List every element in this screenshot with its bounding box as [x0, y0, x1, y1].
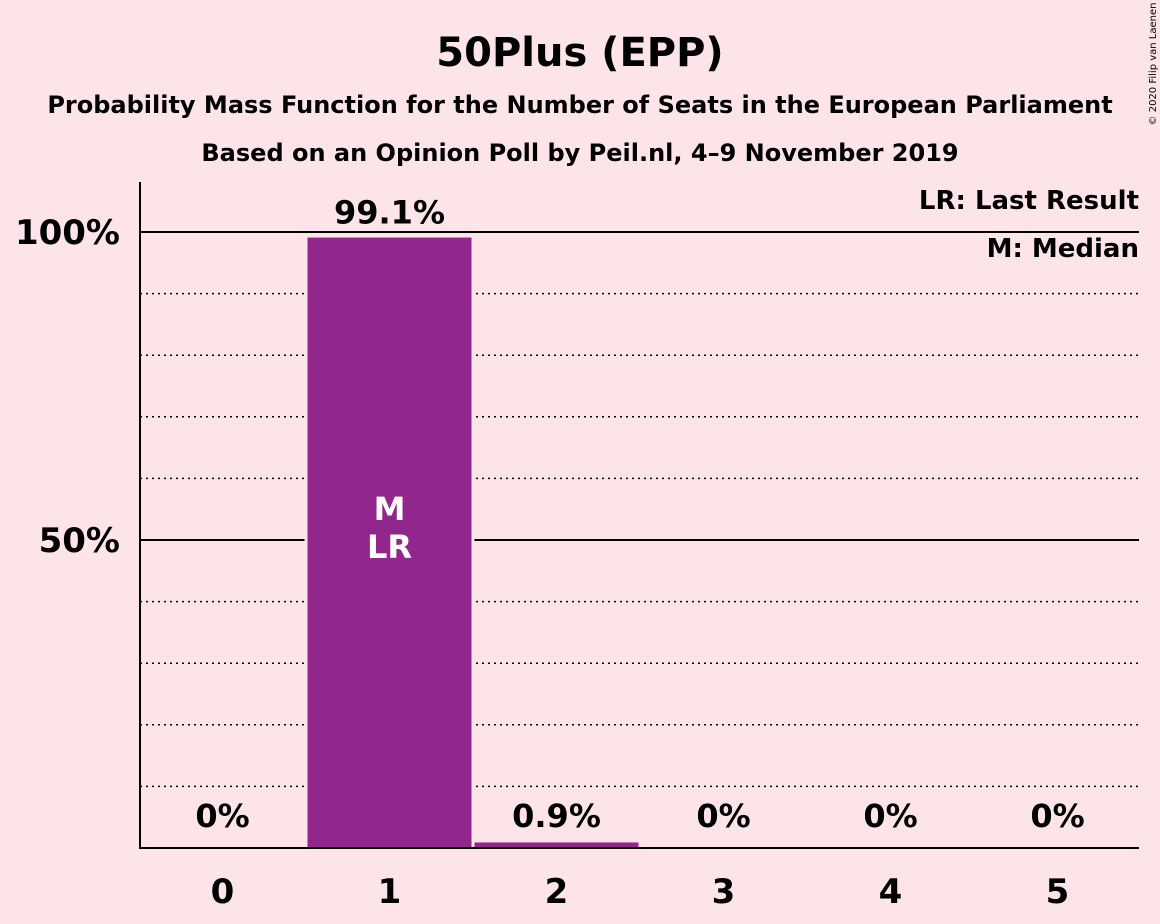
value-label: 0% — [195, 797, 249, 835]
value-label: 0% — [863, 797, 917, 835]
x-tick-label: 3 — [712, 872, 736, 912]
value-label: 0% — [696, 797, 750, 835]
axes: 50% 100% 0 1 2 3 4 5 — [15, 182, 1139, 912]
x-tick-label: 5 — [1046, 872, 1070, 912]
grid-lines — [140, 231, 1139, 788]
chart-title: 50Plus (EPP) — [436, 30, 723, 76]
y-tick-label: 100% — [15, 213, 120, 253]
x-tick-label: 1 — [378, 872, 402, 912]
last-result-marker: LR — [367, 528, 412, 566]
x-tick-label: 2 — [545, 872, 569, 912]
median-marker: M — [374, 490, 406, 528]
y-tick-label: 50% — [39, 521, 120, 561]
x-tick-label: 4 — [879, 872, 903, 912]
value-label: 0% — [1030, 797, 1084, 835]
bar-seat-2 — [474, 842, 639, 848]
chart-subtitle: Probability Mass Function for the Number… — [47, 91, 1112, 119]
legend-median: M: Median — [987, 234, 1139, 264]
chart-source: Based on an Opinion Poll by Peil.nl, 4–9… — [201, 139, 958, 167]
bars — [304, 237, 642, 848]
bar-seat-1 — [307, 237, 472, 848]
value-label: 0.9% — [512, 797, 601, 835]
value-label: 99.1% — [334, 194, 445, 232]
x-tick-label: 0 — [211, 872, 235, 912]
legend-last-result: LR: Last Result — [919, 186, 1139, 216]
copyright-credit: © 2020 Filip van Laenen — [1148, 3, 1159, 126]
data-labels: 0% 99.1% 0.9% 0% 0% 0% MLR — [195, 194, 1084, 835]
